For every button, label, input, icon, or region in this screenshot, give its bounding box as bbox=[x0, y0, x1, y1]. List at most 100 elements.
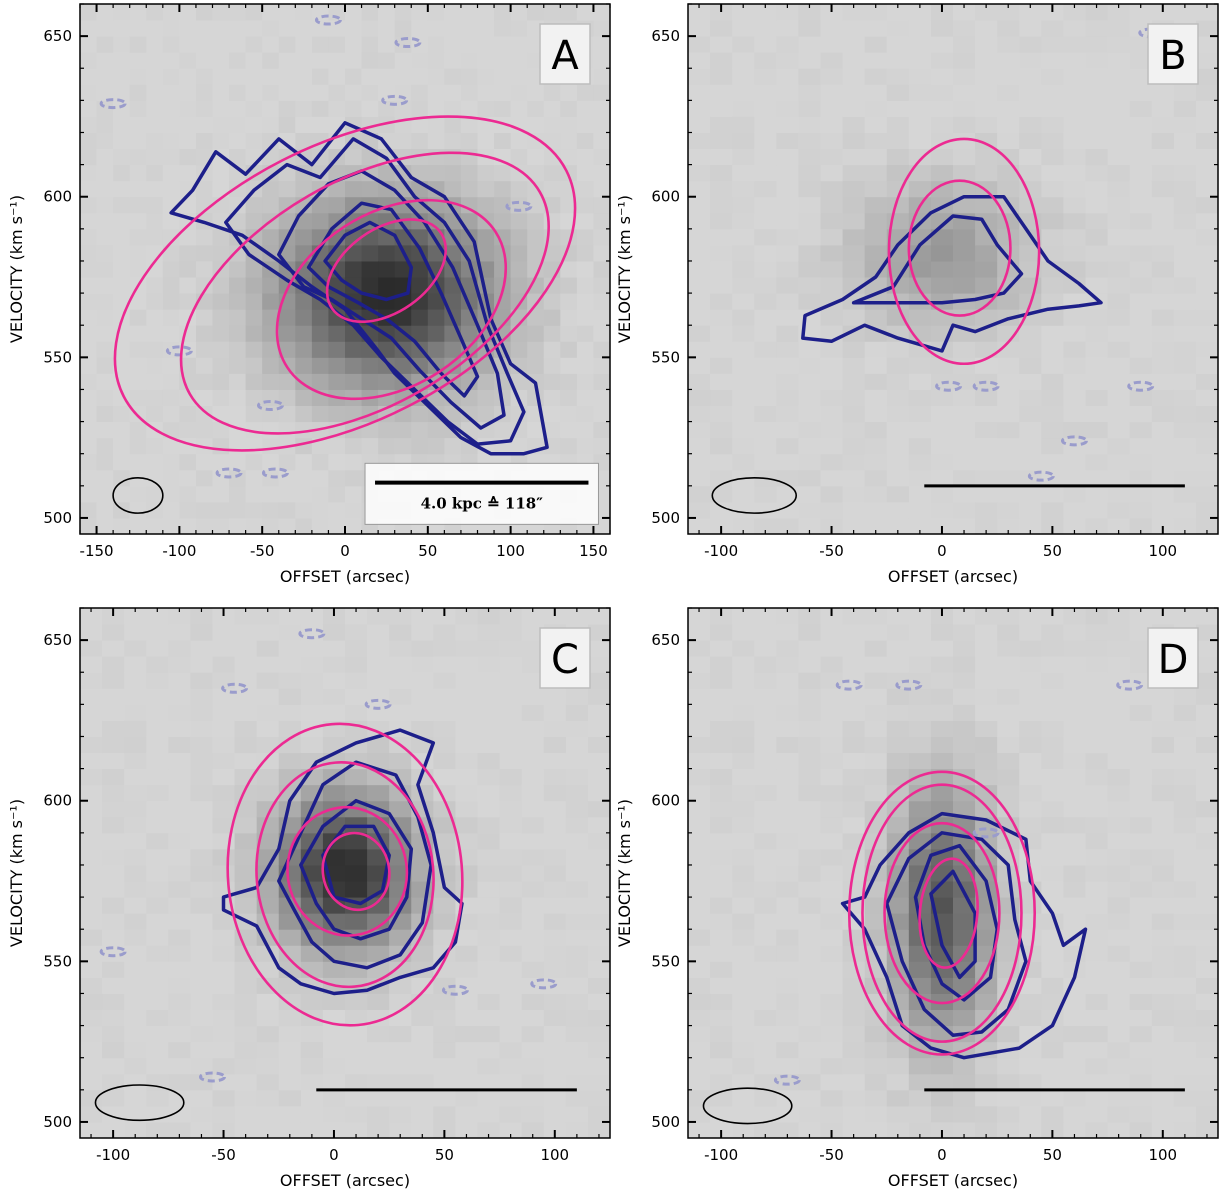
panel-b-pixel bbox=[1107, 100, 1131, 117]
panel-a-pixel bbox=[510, 84, 528, 101]
panel-a-pixel bbox=[361, 100, 379, 117]
panel-b-pixel bbox=[842, 132, 866, 150]
panel-b-pixel bbox=[1129, 389, 1153, 407]
panel-c-pixel bbox=[146, 720, 169, 737]
panel-b-pixel bbox=[754, 116, 777, 133]
panel-c-pixel bbox=[411, 945, 434, 962]
panel-c-pixel bbox=[300, 1025, 324, 1043]
panel-a-pixel bbox=[80, 260, 98, 278]
panel-b-pixel bbox=[1107, 453, 1131, 471]
panel-d-pixel bbox=[820, 704, 844, 721]
panel-a-pixel bbox=[494, 36, 512, 53]
panel-c-pixel bbox=[587, 913, 611, 930]
panel-c-pixel bbox=[521, 608, 545, 625]
panel-a-pixel bbox=[229, 309, 247, 326]
panel-d-pixel bbox=[798, 945, 821, 962]
panel-d-pixel bbox=[1063, 881, 1086, 898]
panel-b-pixel bbox=[953, 100, 976, 117]
panel-b-pixel bbox=[953, 164, 976, 182]
panel-c-pixel bbox=[477, 1121, 501, 1139]
panel-d-pixel bbox=[975, 672, 998, 689]
panel-c-pixel bbox=[521, 993, 545, 1011]
panel-a-pixel bbox=[96, 325, 114, 342]
panel-a-pixel bbox=[262, 4, 280, 21]
panel-d-pixel bbox=[1195, 1105, 1219, 1123]
panel-b-pixel bbox=[754, 244, 777, 262]
panel-b-pixel bbox=[1085, 196, 1109, 214]
panel-a-pixel bbox=[146, 325, 164, 342]
panel-c-pixel bbox=[168, 656, 191, 673]
panel-d-pixel bbox=[710, 913, 733, 930]
panel-a-pixel bbox=[212, 453, 230, 471]
panel-b-pixel bbox=[908, 453, 932, 471]
panel-a-pixel bbox=[543, 293, 561, 310]
panel-b-pixel bbox=[842, 36, 866, 53]
panel-d-pixel bbox=[688, 864, 711, 882]
panel-a-pixel bbox=[162, 116, 180, 133]
panel-a-pixel bbox=[195, 228, 213, 246]
panel-c-pixel bbox=[345, 864, 368, 882]
panel-d-pixel bbox=[1041, 640, 1064, 657]
panel-d-x-tick-label: 0 bbox=[937, 1146, 947, 1164]
panel-d-pixel bbox=[953, 720, 976, 737]
panel-a-pixel bbox=[195, 309, 213, 326]
panel-c-pixel bbox=[212, 816, 236, 834]
panel-d-pixel bbox=[1063, 1121, 1086, 1139]
panel-d-pixel bbox=[1063, 832, 1086, 850]
panel-a-pixel bbox=[560, 4, 578, 21]
panel-b-pixel bbox=[997, 100, 1020, 117]
panel-c-pixel bbox=[168, 929, 191, 946]
panel-a-pixel bbox=[593, 357, 611, 374]
panel-a-pixel bbox=[229, 373, 247, 390]
panel-b-pixel bbox=[930, 68, 954, 85]
panel-b-pixel bbox=[754, 84, 777, 101]
panel-a-pixel bbox=[328, 20, 346, 37]
panel-d-pixel bbox=[820, 768, 844, 786]
panel-c-pixel bbox=[190, 752, 213, 770]
panel-d-pixel bbox=[975, 1105, 998, 1123]
panel-a-pixel bbox=[311, 196, 329, 214]
panel-b-pixel bbox=[688, 228, 711, 246]
panel-b-pixel bbox=[1107, 148, 1131, 166]
panel-b-pixel bbox=[975, 20, 998, 37]
panel-d-pixel bbox=[1085, 1009, 1109, 1027]
panel-b-pixel bbox=[930, 260, 954, 278]
panel-c-pixel bbox=[477, 1009, 501, 1027]
panel-d-pixel bbox=[820, 977, 844, 994]
panel-b-pixel bbox=[1019, 164, 1042, 182]
panel-c-pixel bbox=[433, 1073, 456, 1091]
panel-c-pixel bbox=[455, 704, 478, 721]
panel-c-pixel bbox=[278, 752, 302, 770]
panel-a-pixel bbox=[278, 309, 296, 326]
panel-d-pixel bbox=[908, 1121, 932, 1139]
panel-c-pixel bbox=[455, 1009, 478, 1027]
panel-b-pixel bbox=[1085, 132, 1109, 150]
panel-d-pixel bbox=[1019, 736, 1042, 754]
panel-a-pixel bbox=[295, 4, 313, 21]
panel-b-pixel bbox=[930, 4, 954, 21]
panel-a-pixel bbox=[576, 100, 594, 117]
panel-a-pixel bbox=[311, 405, 329, 423]
panel-a-pixel bbox=[195, 277, 213, 294]
panel-a-pixel bbox=[262, 68, 280, 85]
panel-b-pixel bbox=[1085, 421, 1109, 439]
panel-d-pixel bbox=[732, 913, 755, 930]
panel-c-pixel bbox=[367, 1121, 390, 1139]
panel-b-pixel bbox=[930, 148, 954, 166]
panel-a-pixel bbox=[295, 20, 313, 37]
panel-a-pixel bbox=[311, 84, 329, 101]
panel-c-pixel bbox=[543, 736, 567, 754]
panel-d-pixel bbox=[1041, 608, 1064, 625]
panel-a-pixel bbox=[295, 52, 313, 69]
panel-a-pixel bbox=[179, 453, 197, 471]
panel-d-pixel bbox=[886, 1089, 910, 1107]
panel-b-pixel bbox=[1129, 180, 1153, 198]
panel-c-beam bbox=[94, 1084, 185, 1122]
panel-a-pixel bbox=[262, 325, 280, 342]
panel-a-pixel bbox=[328, 469, 346, 487]
panel-c-pixel bbox=[477, 1105, 501, 1123]
panel-b-pixel bbox=[1063, 36, 1086, 53]
panel-d-pixel bbox=[688, 736, 711, 754]
panel-d-pixel bbox=[754, 1105, 777, 1123]
panel-b-pixel bbox=[1019, 485, 1042, 503]
